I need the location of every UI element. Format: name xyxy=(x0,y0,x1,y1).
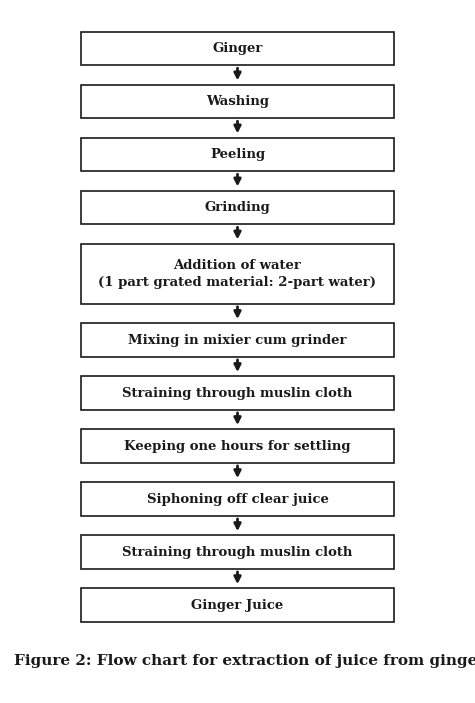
Text: Mixing in mixier cum grinder: Mixing in mixier cum grinder xyxy=(128,334,347,347)
Text: Straining through muslin cloth: Straining through muslin cloth xyxy=(123,387,352,400)
Text: Grinding: Grinding xyxy=(205,201,270,214)
Text: Addition of water
(1 part grated material: 2-part water): Addition of water (1 part grated materia… xyxy=(98,259,377,289)
Bar xyxy=(81,482,394,516)
Bar xyxy=(81,323,394,357)
Text: Keeping one hours for settling: Keeping one hours for settling xyxy=(124,439,351,453)
Text: Peeling: Peeling xyxy=(210,148,265,161)
Bar xyxy=(81,430,394,463)
Bar xyxy=(81,138,394,172)
Bar xyxy=(81,588,394,622)
Text: Straining through muslin cloth: Straining through muslin cloth xyxy=(123,546,352,559)
Bar xyxy=(81,32,394,65)
Bar xyxy=(81,191,394,224)
Text: Figure 2: Flow chart for extraction of juice from ginger: Figure 2: Flow chart for extraction of j… xyxy=(14,654,475,668)
Text: Siphoning off clear juice: Siphoning off clear juice xyxy=(147,493,328,505)
Text: Ginger Juice: Ginger Juice xyxy=(191,599,284,612)
Text: Washing: Washing xyxy=(206,95,269,108)
Bar xyxy=(81,84,394,118)
Bar xyxy=(81,376,394,410)
Bar xyxy=(81,244,394,304)
Bar xyxy=(81,536,394,569)
Text: Ginger: Ginger xyxy=(212,42,263,55)
